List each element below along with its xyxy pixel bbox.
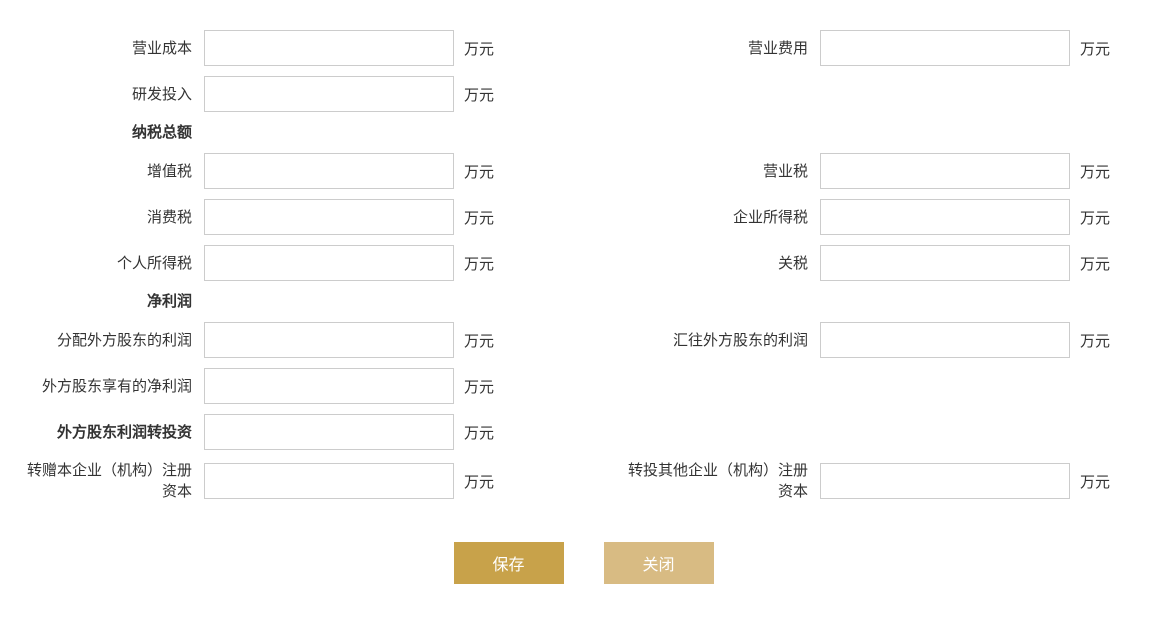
label-operating-cost: 营业成本 <box>20 38 200 59</box>
financial-form: 营业成本 万元 营业费用 万元 研发投入 万元 纳税总额 增值税 万元 营业税 … <box>0 0 1167 502</box>
input-business-tax[interactable] <box>820 153 1070 189</box>
unit-business-tax: 万元 <box>1074 161 1134 182</box>
unit-reinvest-other: 万元 <box>1074 471 1134 492</box>
label-operating-expense: 营业费用 <box>626 38 816 59</box>
input-remit-foreign-profit[interactable] <box>820 322 1070 358</box>
label-remit-foreign-profit: 汇往外方股东的利润 <box>626 330 816 351</box>
header-tax-total: 纳税总额 <box>20 122 200 143</box>
form-grid: 营业成本 万元 营业费用 万元 研发投入 万元 纳税总额 增值税 万元 营业税 … <box>20 30 1147 502</box>
unit-customs-duty: 万元 <box>1074 253 1134 274</box>
label-vat: 增值税 <box>20 161 200 182</box>
unit-corp-income-tax: 万元 <box>1074 207 1134 228</box>
label-foreign-net-profit: 外方股东享有的净利润 <box>20 376 200 397</box>
unit-operating-expense: 万元 <box>1074 38 1134 59</box>
label-reinvest-other: 转投其他企业（机构）注册资本 <box>626 460 816 502</box>
label-personal-income-tax: 个人所得税 <box>20 253 200 274</box>
input-operating-cost[interactable] <box>204 30 454 66</box>
input-reinvest-self[interactable] <box>204 463 454 499</box>
label-consumption-tax: 消费税 <box>20 207 200 228</box>
label-business-tax: 营业税 <box>626 161 816 182</box>
unit-foreign-reinvest: 万元 <box>458 422 518 443</box>
input-reinvest-other[interactable] <box>820 463 1070 499</box>
header-foreign-reinvest: 外方股东利润转投资 <box>20 422 200 443</box>
label-dist-foreign-profit: 分配外方股东的利润 <box>20 330 200 351</box>
input-foreign-reinvest[interactable] <box>204 414 454 450</box>
input-rd-investment[interactable] <box>204 76 454 112</box>
unit-personal-income-tax: 万元 <box>458 253 518 274</box>
unit-rd-investment: 万元 <box>458 84 518 105</box>
input-personal-income-tax[interactable] <box>204 245 454 281</box>
save-button[interactable]: 保存 <box>454 542 564 584</box>
input-corp-income-tax[interactable] <box>820 199 1070 235</box>
label-customs-duty: 关税 <box>626 253 816 274</box>
input-vat[interactable] <box>204 153 454 189</box>
unit-operating-cost: 万元 <box>458 38 518 59</box>
label-rd-investment: 研发投入 <box>20 84 200 105</box>
input-operating-expense[interactable] <box>820 30 1070 66</box>
unit-foreign-net-profit: 万元 <box>458 376 518 397</box>
input-foreign-net-profit[interactable] <box>204 368 454 404</box>
close-button[interactable]: 关闭 <box>604 542 714 584</box>
label-corp-income-tax: 企业所得税 <box>626 207 816 228</box>
unit-remit-foreign-profit: 万元 <box>1074 330 1134 351</box>
unit-vat: 万元 <box>458 161 518 182</box>
unit-dist-foreign-profit: 万元 <box>458 330 518 351</box>
header-net-profit: 净利润 <box>20 291 200 312</box>
unit-consumption-tax: 万元 <box>458 207 518 228</box>
input-dist-foreign-profit[interactable] <box>204 322 454 358</box>
input-consumption-tax[interactable] <box>204 199 454 235</box>
label-reinvest-self: 转赠本企业（机构）注册资本 <box>20 460 200 502</box>
unit-reinvest-self: 万元 <box>458 471 518 492</box>
input-customs-duty[interactable] <box>820 245 1070 281</box>
button-bar: 保存 关闭 <box>0 502 1167 584</box>
